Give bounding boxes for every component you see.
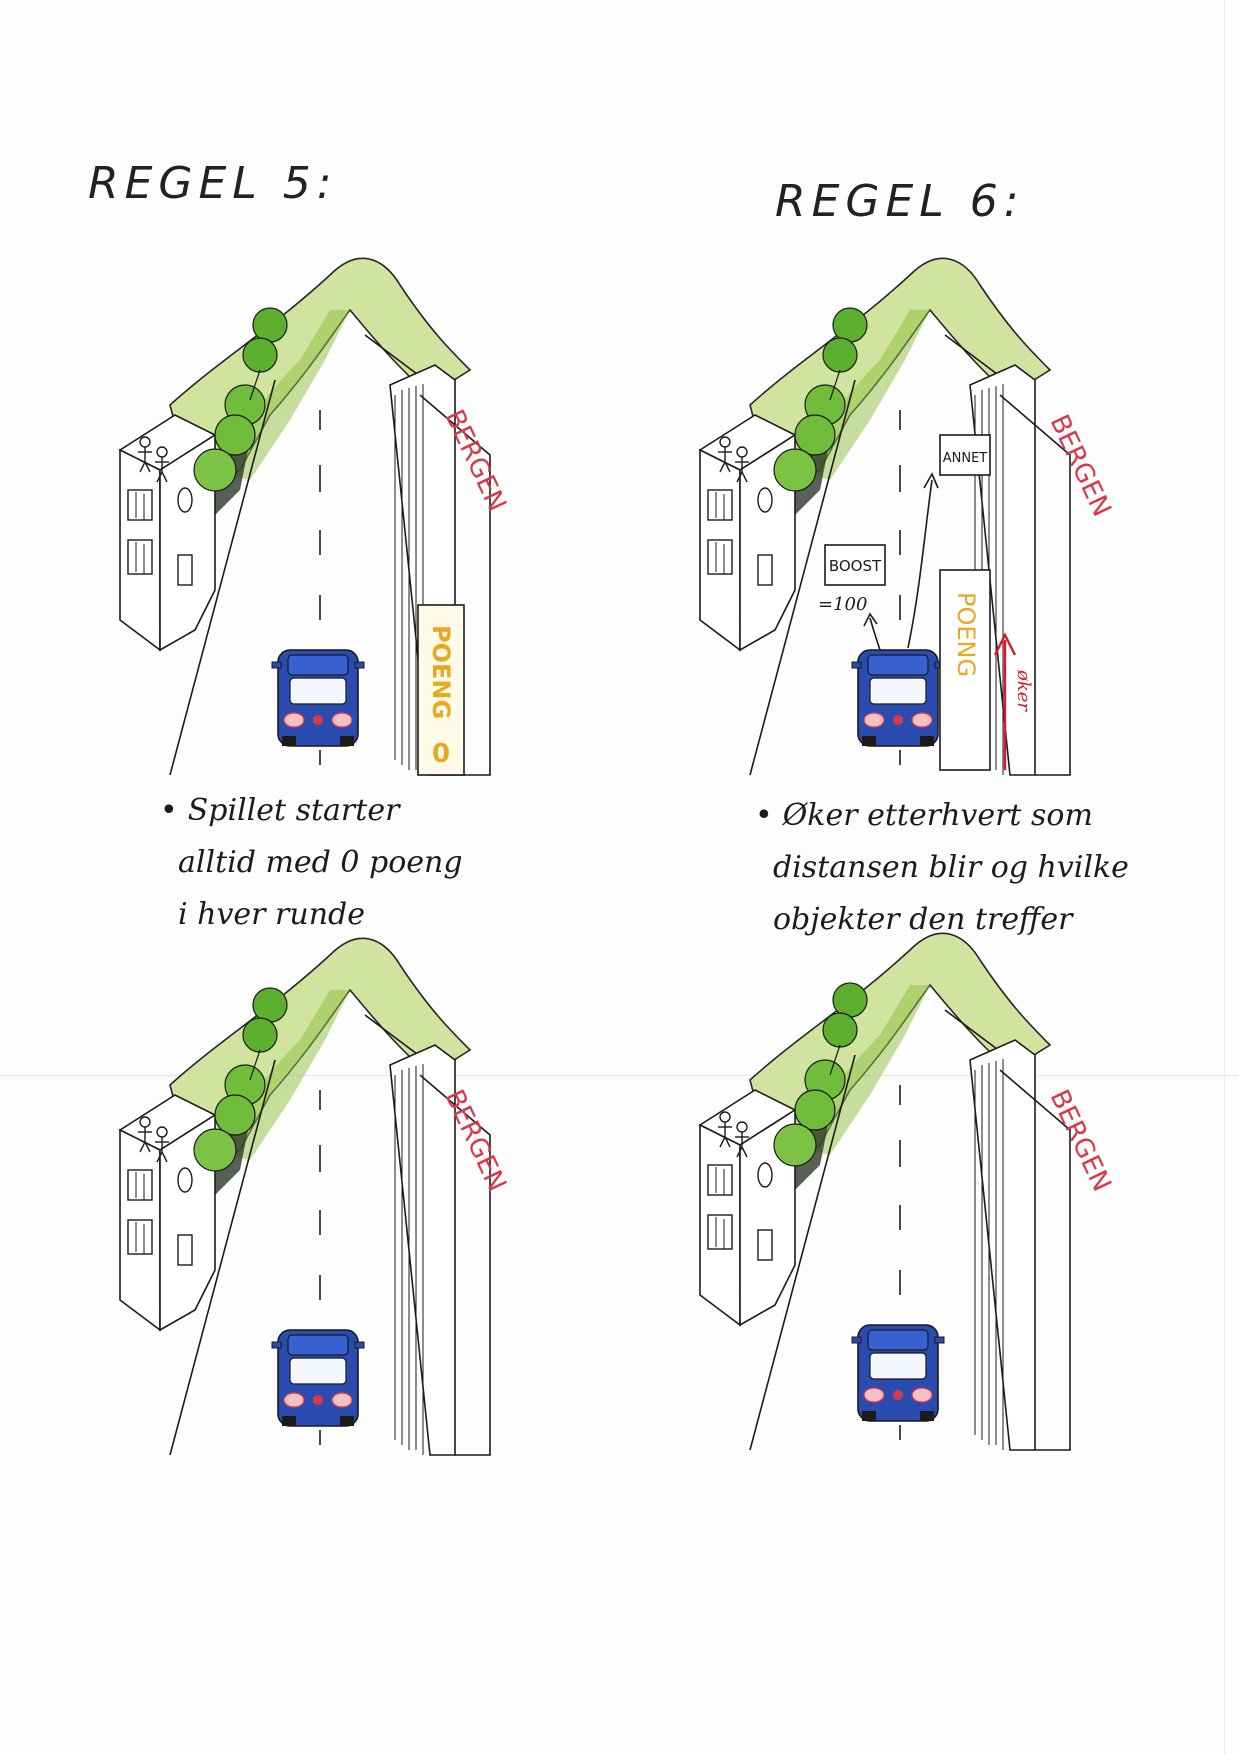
boost-label: BOOST: [829, 557, 882, 575]
bullet: •: [755, 798, 773, 833]
score-sign: [417, 604, 465, 776]
rule5-scene: BERGEN POENG 0: [100, 230, 512, 776]
rule5-caption-line-2: alltid med 0 poeng: [178, 845, 463, 880]
increase-label: øker: [1013, 669, 1034, 712]
bullet: •: [160, 793, 178, 828]
score-sign: [939, 569, 991, 771]
score-sign-label: POENG: [427, 625, 455, 719]
score-sign-label: POENG: [952, 592, 980, 677]
rule5-caption: • Spillet starter alltid med 0 poeng i hv…: [160, 785, 463, 941]
bergen-sign-text: BERGEN: [1044, 1085, 1117, 1196]
rule5-caption-line-3: i hver runde: [178, 897, 365, 932]
rule5-heading: REGEL 5:: [88, 158, 338, 209]
score-sign-value: 0: [432, 739, 450, 769]
rule6-caption-line-3: objekter den treffer: [773, 902, 1073, 937]
other-label: ANNET: [943, 451, 988, 466]
blank-scene-right: BERGEN: [680, 905, 1117, 1465]
rule6-caption: • Øker etterhvert som distansen blir og h…: [755, 790, 1129, 946]
scan-divider: [0, 1075, 1239, 1076]
blank-scene-left: BERGEN: [100, 910, 512, 1470]
other-box: [939, 434, 991, 476]
bergen-sign-text: BERGEN: [1044, 410, 1117, 521]
rule6-scene: BERGEN ANNET BOOST =100 POENG øker: [680, 230, 1117, 790]
boost-value: =100: [818, 594, 867, 615]
boost-box: [824, 544, 886, 586]
rule6-caption-line-2: distansen blir og hvilke: [773, 850, 1129, 885]
rule6-caption-line-1: • Øker etterhvert som: [755, 798, 1093, 833]
rule6-heading: REGEL 6:: [775, 176, 1025, 227]
rule5-caption-line-1: • Spillet starter: [160, 793, 400, 828]
scan-edge: [1224, 0, 1225, 1754]
